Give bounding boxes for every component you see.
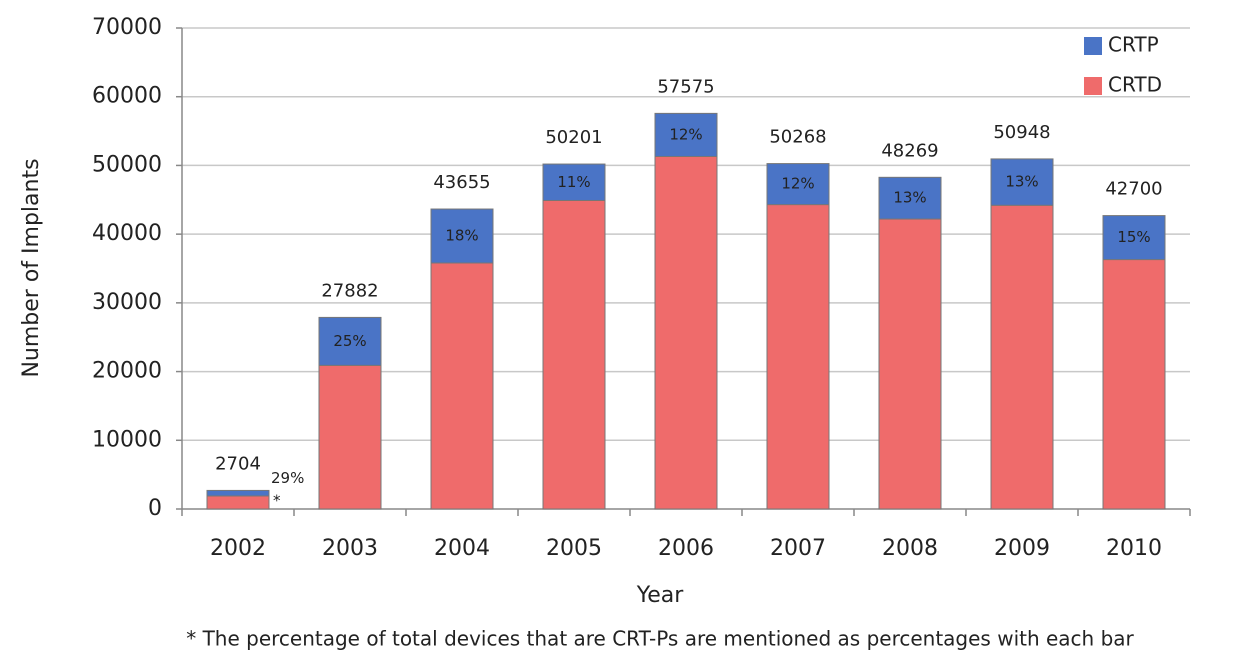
y-tick-label: 30000 bbox=[92, 290, 162, 315]
y-tick-label: 70000 bbox=[92, 15, 162, 40]
bar-segment bbox=[1102, 259, 1166, 510]
legend-label: CRTP bbox=[1108, 33, 1159, 57]
y-tick-label: 0 bbox=[148, 496, 162, 521]
percent-label: 13% bbox=[893, 189, 926, 207]
x-tick-label: 2008 bbox=[882, 536, 938, 561]
percent-label: 13% bbox=[1005, 173, 1038, 191]
bar-segment bbox=[654, 112, 718, 157]
footnote: * The percentage of total devices that a… bbox=[186, 627, 1134, 651]
bar-segment bbox=[318, 364, 382, 510]
percent-label: 11% bbox=[557, 173, 590, 191]
y-tick-label: 60000 bbox=[92, 84, 162, 109]
y-tick-label: 20000 bbox=[92, 359, 162, 384]
y-tick-label: 10000 bbox=[92, 427, 162, 452]
bar-segment bbox=[766, 204, 830, 510]
asterisk: * bbox=[273, 492, 281, 510]
total-label: 57575 bbox=[657, 76, 714, 97]
x-tick-label: 2006 bbox=[658, 536, 714, 561]
bar-segment bbox=[766, 163, 830, 206]
legend-swatch bbox=[1084, 37, 1102, 55]
bar-segment bbox=[654, 155, 718, 510]
bar-segment bbox=[542, 199, 606, 510]
bar-segment bbox=[430, 262, 494, 510]
y-tick-label: 40000 bbox=[92, 221, 162, 246]
x-tick-label: 2005 bbox=[546, 536, 602, 561]
bar-segment bbox=[318, 316, 382, 366]
percent-label: 12% bbox=[669, 125, 702, 143]
x-axis-title: Year bbox=[636, 583, 685, 608]
bar-segment bbox=[990, 204, 1054, 510]
x-tick-label: 2004 bbox=[434, 536, 490, 561]
legend-swatch bbox=[1084, 77, 1102, 95]
x-tick-label: 2002 bbox=[210, 536, 266, 561]
y-tick-label: 50000 bbox=[92, 152, 162, 177]
total-label: 42700 bbox=[1105, 179, 1162, 200]
percent-label: 12% bbox=[781, 175, 814, 193]
percent-label: 18% bbox=[445, 227, 478, 245]
bar-segment bbox=[990, 158, 1054, 206]
x-tick-label: 2003 bbox=[322, 536, 378, 561]
x-tick-label: 2007 bbox=[770, 536, 826, 561]
bar-segment bbox=[878, 218, 942, 510]
percent-label: 25% bbox=[333, 332, 366, 350]
total-label: 27882 bbox=[321, 280, 378, 301]
total-label: 50201 bbox=[545, 127, 602, 148]
bar-segment bbox=[430, 208, 494, 264]
x-tick-label: 2009 bbox=[994, 536, 1050, 561]
percent-label: 29% bbox=[271, 469, 304, 487]
total-label: 2704 bbox=[215, 453, 261, 474]
bar-segment bbox=[1102, 215, 1166, 261]
bar-segment bbox=[878, 176, 942, 220]
total-label: 48269 bbox=[881, 140, 938, 161]
y-axis-title: Number of Implants bbox=[19, 158, 44, 377]
total-label: 43655 bbox=[433, 172, 490, 193]
percent-label: 15% bbox=[1117, 228, 1150, 246]
bar-segment bbox=[542, 163, 606, 201]
legend-label: CRTD bbox=[1108, 73, 1162, 97]
x-tick-label: 2010 bbox=[1106, 536, 1162, 561]
total-label: 50268 bbox=[769, 127, 826, 148]
bar-segment bbox=[206, 489, 270, 497]
total-label: 50948 bbox=[993, 122, 1050, 143]
bar-segment bbox=[206, 495, 270, 510]
